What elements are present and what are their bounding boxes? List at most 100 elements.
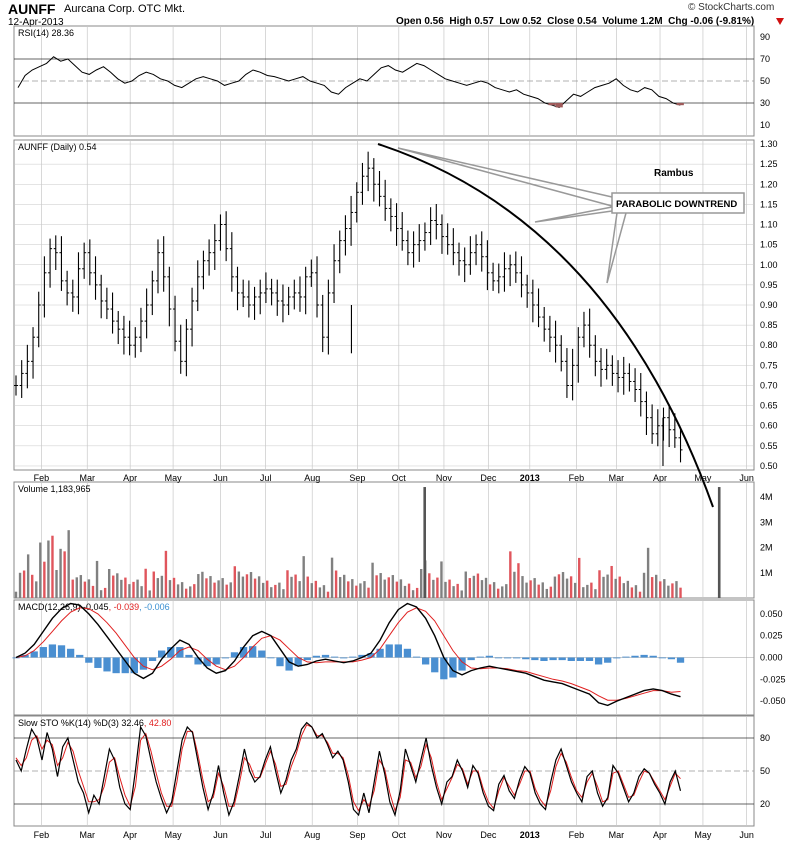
macd-histogram-bar <box>12 657 20 659</box>
x-tick-label: Nov <box>436 473 453 483</box>
stochastic-legend-item: , 42.80 <box>144 718 172 728</box>
volume-bar <box>586 584 589 598</box>
macd-histogram-bar <box>394 644 402 658</box>
volume-bar <box>614 578 617 598</box>
volume-bar <box>31 574 34 598</box>
volume-bar <box>144 568 147 598</box>
x-tick-label: Jun <box>739 473 754 483</box>
volume-bar <box>63 551 66 598</box>
macd-histogram-bar <box>66 648 75 658</box>
company-name: Aurcana Corp. OTC Mkt. <box>64 3 186 15</box>
volume-bar <box>128 584 131 598</box>
macd-y-tick: -0.025 <box>760 674 786 684</box>
volume-bar <box>602 576 605 598</box>
volume-bar <box>557 574 561 598</box>
x-tick-label: May <box>165 830 183 840</box>
price-y-tick: 1.25 <box>760 159 778 169</box>
macd-histogram-bar <box>230 652 239 658</box>
volume-bar <box>120 579 123 598</box>
macd-legend-item: -0.045 <box>81 602 109 612</box>
volume-bar <box>152 571 155 598</box>
x-tick-label: Aug <box>304 830 320 840</box>
volume-bar <box>428 573 431 598</box>
x-tick-label: Mar <box>80 473 96 483</box>
x-tick-label: Jun <box>213 473 228 483</box>
macd-histogram-bar <box>421 657 430 665</box>
macd-histogram-bar <box>48 644 57 658</box>
x-tick-label: Dec <box>480 473 497 483</box>
macd-histogram-bar <box>549 657 557 661</box>
x-tick-label: Feb <box>569 830 585 840</box>
macd-histogram-bar <box>57 645 66 658</box>
volume-bar <box>79 575 83 598</box>
macd-histogram-bar <box>385 644 393 658</box>
macd-histogram-bar <box>613 657 621 659</box>
volume-bar <box>249 572 253 598</box>
x-tick-label: Feb <box>569 473 585 483</box>
x-tick-label: Jun <box>213 830 228 840</box>
volume-bar <box>213 582 216 598</box>
macd-y-tick: -0.050 <box>760 696 786 706</box>
macd-y-tick: 0.025 <box>760 631 783 641</box>
volume-bar <box>343 574 346 598</box>
macd-histogram-bar <box>576 657 585 661</box>
volume-bar <box>578 557 581 598</box>
volume-bar <box>626 580 630 598</box>
volume-bar <box>225 584 228 598</box>
volume-bar <box>452 586 455 598</box>
volume-bar <box>338 577 342 598</box>
x-tick-label: May <box>165 473 183 483</box>
macd-histogram-bar <box>76 654 84 658</box>
volume-bar <box>565 578 569 598</box>
x-tick-label: Apr <box>653 830 667 840</box>
macd-histogram-bar <box>103 657 111 672</box>
volume-bar <box>229 582 232 598</box>
rsi-label: RSI(14) 28.36 <box>18 28 74 38</box>
volume-bar <box>501 586 504 598</box>
rsi-y-tick: 30 <box>760 98 770 108</box>
macd-histogram-bar <box>203 657 211 667</box>
volume-bar <box>375 575 378 598</box>
macd-histogram-bar <box>303 657 311 661</box>
stochastic-y-tick: 20 <box>760 799 770 809</box>
price-y-tick: 0.90 <box>760 300 778 310</box>
macd-histogram-bar <box>431 657 439 673</box>
author-annotation: Rambus <box>654 168 694 179</box>
volume-bar <box>468 578 472 598</box>
volume-bar <box>148 590 151 598</box>
macd-histogram-bar <box>130 657 138 674</box>
volume-bar <box>209 576 212 598</box>
macd-histogram-bar <box>148 657 157 661</box>
callout-pointer <box>606 212 627 284</box>
x-tick-label: Mar <box>609 473 625 483</box>
volume-bar <box>659 581 662 598</box>
macd-histogram-bar <box>239 647 248 658</box>
volume-bar <box>448 579 451 598</box>
rsi-y-tick: 70 <box>760 54 770 64</box>
macd-histogram-bar <box>349 656 357 658</box>
volume-bar <box>39 542 42 598</box>
x-tick-label: May <box>694 473 712 483</box>
volume-bar <box>270 587 273 598</box>
macd-histogram-bar <box>185 654 193 658</box>
volume-bar <box>484 577 488 598</box>
volume-bar <box>561 572 565 598</box>
macd-histogram-bar <box>267 657 275 659</box>
price-y-tick: 0.80 <box>760 340 778 350</box>
volume-bar <box>618 576 621 598</box>
x-tick-label: Apr <box>123 830 137 840</box>
volume-bar <box>476 573 480 598</box>
volume-bar <box>172 577 176 598</box>
volume-bar <box>521 576 524 598</box>
rsi-oversold-shade <box>548 103 556 106</box>
macd-histogram-bar <box>249 646 257 658</box>
volume-bar <box>298 581 301 598</box>
volume-bar <box>326 591 330 598</box>
volume-y-tick: 3M <box>760 517 773 527</box>
volume-y-tick: 2M <box>760 543 773 553</box>
macd-histogram-bar <box>312 655 321 658</box>
macd-histogram-bar <box>513 657 521 659</box>
price-y-tick: 0.60 <box>760 421 778 431</box>
stochastic-label: Slow STO %K(14) %D(3) 32.46, 42.80 <box>18 718 171 728</box>
volume-bar <box>257 576 261 598</box>
